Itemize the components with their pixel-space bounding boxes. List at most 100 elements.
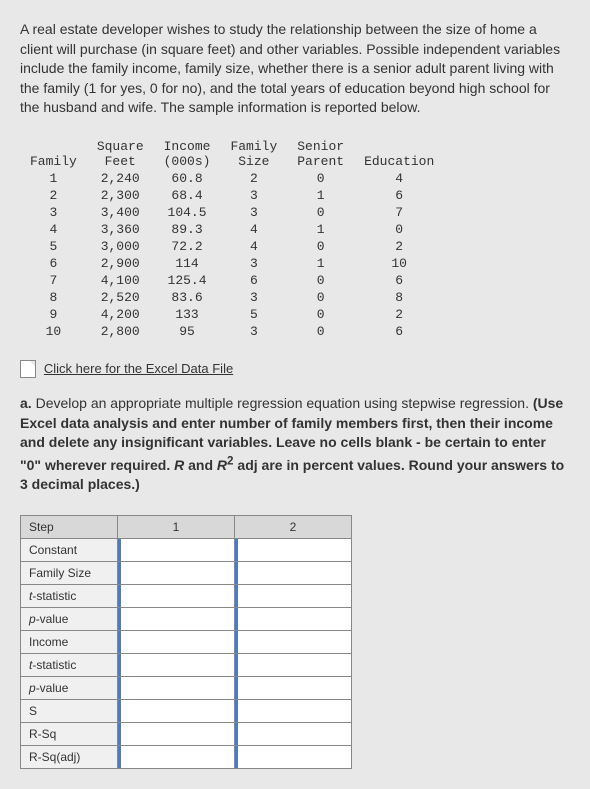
- answer-row-label: p-value: [21, 676, 118, 699]
- answer-input-cell[interactable]: [235, 538, 352, 561]
- input-indicator: [118, 723, 121, 745]
- data-table: Family Square Feet Income (000s) Family …: [20, 138, 444, 340]
- data-cell: 3,360: [87, 221, 154, 238]
- answer-input-cell[interactable]: [118, 745, 235, 768]
- data-cell: 4,100: [87, 272, 154, 289]
- excel-link-row: Click here for the Excel Data File: [20, 360, 570, 378]
- answer-input-cell[interactable]: [235, 653, 352, 676]
- input-indicator: [118, 562, 121, 584]
- data-cell: 4: [220, 221, 287, 238]
- input-indicator: [118, 677, 121, 699]
- answer-input-cell[interactable]: [118, 653, 235, 676]
- answer-row: S: [21, 699, 352, 722]
- data-cell: 60.8: [154, 170, 221, 187]
- input-indicator: [118, 700, 121, 722]
- header-senior: Senior Parent: [287, 138, 354, 170]
- data-cell: 0: [287, 170, 354, 187]
- answer-row: Constant: [21, 538, 352, 561]
- input-indicator: [235, 562, 238, 584]
- data-cell: 2: [354, 238, 444, 255]
- answer-input-cell[interactable]: [118, 630, 235, 653]
- data-cell: 8: [354, 289, 444, 306]
- answer-input-cell[interactable]: [235, 607, 352, 630]
- answer-input-cell[interactable]: [235, 561, 352, 584]
- data-header-row: Family Square Feet Income (000s) Family …: [20, 138, 444, 170]
- answer-input-cell[interactable]: [118, 584, 235, 607]
- answer-row-label: t-statistic: [21, 584, 118, 607]
- answer-input-cell[interactable]: [118, 722, 235, 745]
- data-cell: 2,240: [87, 170, 154, 187]
- input-indicator: [118, 585, 121, 607]
- data-cell: 0: [287, 204, 354, 221]
- data-row: 43,36089.3410: [20, 221, 444, 238]
- answer-row-label: R-Sq: [21, 722, 118, 745]
- data-cell: 5: [220, 306, 287, 323]
- col1-header: 1: [118, 515, 235, 538]
- data-cell: 4: [20, 221, 87, 238]
- data-cell: 6: [354, 323, 444, 340]
- input-indicator: [235, 677, 238, 699]
- data-cell: 3: [20, 204, 87, 221]
- input-indicator: [235, 631, 238, 653]
- answer-row: t-statistic: [21, 584, 352, 607]
- data-cell: 1: [20, 170, 87, 187]
- step-header: Step: [21, 515, 118, 538]
- input-indicator: [235, 700, 238, 722]
- input-indicator: [235, 585, 238, 607]
- answer-input-cell[interactable]: [235, 584, 352, 607]
- data-cell: 2,900: [87, 255, 154, 272]
- data-cell: 125.4: [154, 272, 221, 289]
- data-cell: 0: [287, 306, 354, 323]
- answer-row-label: R-Sq(adj): [21, 745, 118, 768]
- data-cell: 3,400: [87, 204, 154, 221]
- data-cell: 3,000: [87, 238, 154, 255]
- data-cell: 10: [20, 323, 87, 340]
- data-cell: 114: [154, 255, 221, 272]
- answer-input-cell[interactable]: [118, 561, 235, 584]
- data-row: 74,100125.4606: [20, 272, 444, 289]
- data-cell: 0: [287, 238, 354, 255]
- data-cell: 0: [287, 272, 354, 289]
- data-row: 33,400104.5307: [20, 204, 444, 221]
- header-sqft: Square Feet: [87, 138, 154, 170]
- answer-input-cell[interactable]: [235, 676, 352, 699]
- input-indicator: [235, 654, 238, 676]
- data-cell: 72.2: [154, 238, 221, 255]
- answer-input-cell[interactable]: [235, 745, 352, 768]
- excel-data-link[interactable]: Click here for the Excel Data File: [44, 361, 233, 376]
- answer-row: Income: [21, 630, 352, 653]
- data-cell: 1: [287, 187, 354, 204]
- data-row: 22,30068.4316: [20, 187, 444, 204]
- answer-input-cell[interactable]: [118, 607, 235, 630]
- answer-header-row: Step 1 2: [21, 515, 352, 538]
- data-cell: 5: [20, 238, 87, 255]
- data-cell: 8: [20, 289, 87, 306]
- data-cell: 7: [20, 272, 87, 289]
- input-indicator: [118, 608, 121, 630]
- data-cell: 7: [354, 204, 444, 221]
- data-cell: 68.4: [154, 187, 221, 204]
- answer-input-cell[interactable]: [235, 699, 352, 722]
- data-cell: 0: [354, 221, 444, 238]
- answer-row: Family Size: [21, 561, 352, 584]
- data-row: 94,200133502: [20, 306, 444, 323]
- answer-input-cell[interactable]: [235, 722, 352, 745]
- problem-statement: A real estate developer wishes to study …: [20, 20, 570, 118]
- data-cell: 6: [20, 255, 87, 272]
- input-indicator: [235, 723, 238, 745]
- data-cell: 95: [154, 323, 221, 340]
- data-cell: 6: [354, 272, 444, 289]
- input-indicator: [118, 746, 121, 768]
- question-label: a.: [20, 395, 32, 411]
- answer-input-cell[interactable]: [118, 699, 235, 722]
- data-cell: 3: [220, 255, 287, 272]
- data-cell: 2: [220, 170, 287, 187]
- answer-input-cell[interactable]: [118, 538, 235, 561]
- answer-row-label: p-value: [21, 607, 118, 630]
- answer-input-cell[interactable]: [235, 630, 352, 653]
- header-familysize: Family Size: [220, 138, 287, 170]
- answer-row: p-value: [21, 676, 352, 699]
- answer-row: p-value: [21, 607, 352, 630]
- answer-input-cell[interactable]: [118, 676, 235, 699]
- header-income: Income (000s): [154, 138, 221, 170]
